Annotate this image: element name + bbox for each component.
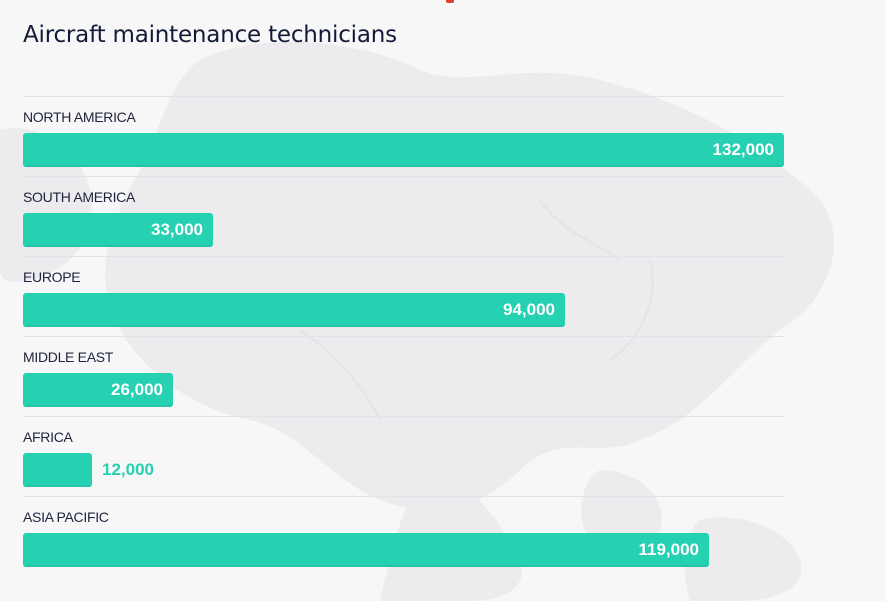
bar-rows: NORTH AMERICA 132,000 SOUTH AMERICA 33,000 E… [23,96,784,576]
value-label: 94,000 [503,300,555,319]
value-label: 12,000 [102,460,154,479]
value-label: 33,000 [151,220,203,239]
bar-track: 94,000 [23,293,784,327]
value-label: 132,000 [712,140,774,159]
chart-title: Aircraft maintenance technicians [23,22,397,48]
bar-row: AFRICA 12,000 [23,416,784,496]
accent-mark [446,0,454,3]
bar-track: 33,000 [23,213,784,247]
category-label: EUROPE [23,269,81,285]
category-label: MIDDLE EAST [23,349,114,365]
bar [23,373,173,407]
category-label: SOUTH AMERICA [23,189,136,205]
bar [23,293,565,327]
bar-track: 119,000 [23,533,784,567]
value-label: 26,000 [111,380,163,399]
bar-row: SOUTH AMERICA 33,000 [23,176,784,256]
category-label: AFRICA [23,429,73,445]
category-label: ASIA PACIFIC [23,509,109,525]
bar-track: 12,000 [23,453,784,487]
bar [23,133,784,167]
bar [23,453,92,487]
bar-row: NORTH AMERICA 132,000 [23,96,784,176]
bar [23,213,213,247]
category-label: NORTH AMERICA [23,109,136,125]
bar-row: ASIA PACIFIC 119,000 [23,496,784,576]
bar [23,533,709,567]
bar-track: 26,000 [23,373,784,407]
bar-row: MIDDLE EAST 26,000 [23,336,784,416]
bar-track: 132,000 [23,133,784,167]
value-label: 119,000 [638,540,699,559]
bar-row: EUROPE 94,000 [23,256,784,336]
